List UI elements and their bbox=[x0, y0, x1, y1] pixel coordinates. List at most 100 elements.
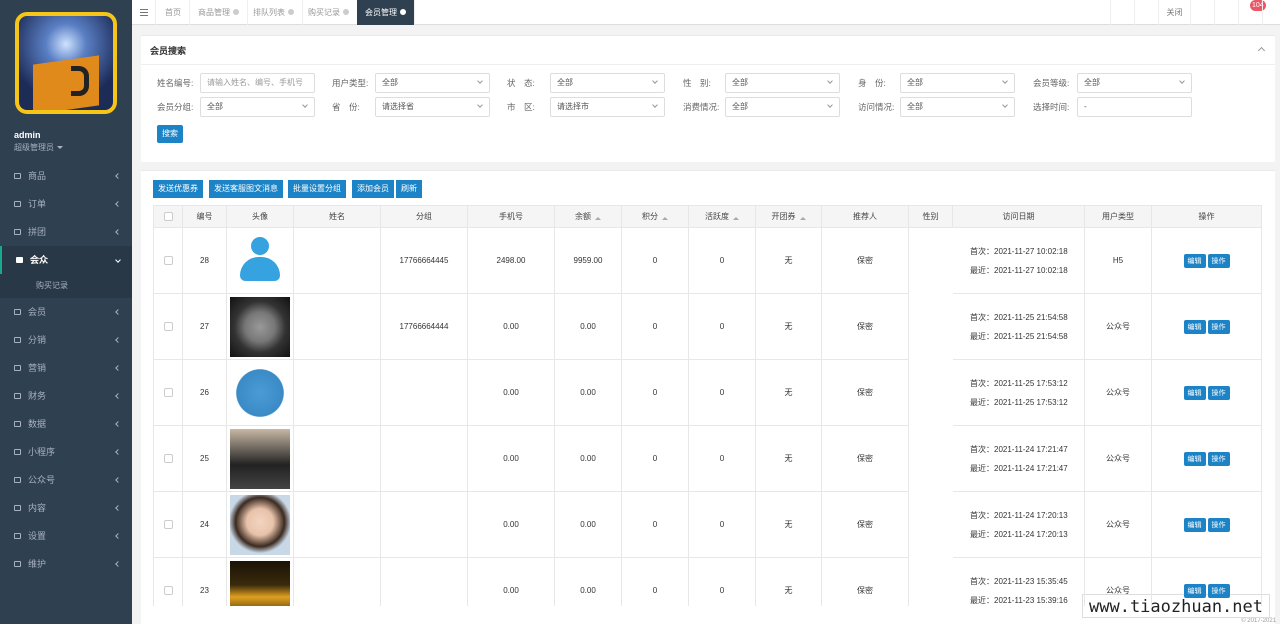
field-input[interactable]: 全部 bbox=[900, 73, 1015, 93]
field-input[interactable]: 请选择省 bbox=[375, 97, 490, 117]
field-input[interactable]: 请选择市 bbox=[550, 97, 665, 117]
cell: 25 bbox=[183, 426, 227, 492]
checkbox[interactable] bbox=[163, 388, 173, 397]
toolbar-button[interactable]: 刷新 bbox=[396, 180, 423, 198]
menu-item[interactable]: 会众 bbox=[0, 246, 132, 274]
field-input[interactable]: 全部 bbox=[200, 97, 315, 117]
role-text: 超级管理员 bbox=[14, 143, 54, 152]
menu-label: 内容 bbox=[28, 503, 47, 513]
menu-toggle[interactable] bbox=[132, 0, 156, 25]
search-button[interactable]: 搜索 bbox=[157, 125, 183, 143]
sort-icon[interactable] bbox=[662, 214, 668, 220]
field-input[interactable]: 请输入姓名、编号、手机号 bbox=[200, 73, 315, 93]
row-action[interactable]: 操作 bbox=[1207, 319, 1230, 334]
more[interactable] bbox=[1262, 0, 1280, 25]
menu-item[interactable]: 商品 bbox=[0, 162, 132, 190]
cell: 26 bbox=[183, 360, 227, 426]
menu-item[interactable]: 数据 bbox=[0, 410, 132, 438]
tab-close-menu[interactable]: 关闭 bbox=[1158, 0, 1190, 25]
cell: 编辑 操作 bbox=[1152, 492, 1262, 558]
checkbox[interactable] bbox=[163, 520, 173, 529]
tab-close[interactable] bbox=[288, 9, 294, 15]
sort-icon[interactable] bbox=[595, 214, 601, 220]
tab-close[interactable] bbox=[233, 9, 239, 15]
cell: 无 bbox=[756, 228, 822, 294]
toolbar-button[interactable]: 添加会员 bbox=[352, 180, 395, 198]
first-visit: 首次：2021-11-25 17:53:12 bbox=[970, 378, 1068, 388]
sort-icon[interactable] bbox=[799, 214, 806, 220]
field-input[interactable]: 全部 bbox=[725, 73, 840, 93]
header-label: 编号 bbox=[196, 212, 213, 221]
field-input[interactable]: 全部 bbox=[900, 97, 1015, 117]
cell-text: 0 bbox=[719, 388, 725, 397]
submenu-item[interactable]: 购买记录 bbox=[36, 281, 68, 290]
row-action[interactable]: 编辑 bbox=[1183, 451, 1206, 466]
field-input[interactable]: - bbox=[1077, 97, 1192, 117]
field-input[interactable]: 全部 bbox=[375, 73, 490, 93]
notifications[interactable]: 104 bbox=[1238, 0, 1266, 25]
reload[interactable] bbox=[1214, 0, 1238, 25]
row-action[interactable]: 操作 bbox=[1207, 253, 1230, 268]
row-action[interactable]: 操作 bbox=[1207, 451, 1230, 466]
menu-label: 公众号 bbox=[28, 475, 56, 485]
checkbox[interactable] bbox=[163, 212, 173, 221]
header-cell: 用户类型 bbox=[1085, 205, 1152, 228]
tab-close[interactable] bbox=[343, 9, 349, 15]
row-action[interactable]: 编辑 bbox=[1183, 517, 1206, 532]
menu-icon bbox=[14, 365, 21, 371]
tab-close[interactable] bbox=[400, 9, 406, 15]
row-action[interactable]: 编辑 bbox=[1183, 583, 1206, 598]
checkbox[interactable] bbox=[163, 322, 173, 331]
menu-item[interactable]: 内容 bbox=[0, 494, 132, 522]
tab-next[interactable] bbox=[1134, 0, 1158, 25]
menu-item[interactable]: 设置 bbox=[0, 522, 132, 550]
field-label: 性 别: bbox=[683, 78, 711, 88]
menu-item[interactable]: 公众号 bbox=[0, 466, 132, 494]
back[interactable] bbox=[1190, 0, 1214, 25]
menu-item[interactable]: 维护 bbox=[0, 550, 132, 578]
avatar-body bbox=[240, 256, 280, 281]
menu-icon bbox=[14, 421, 21, 427]
field-input[interactable]: 全部 bbox=[550, 73, 665, 93]
menu-item[interactable]: 分销 bbox=[0, 326, 132, 354]
menu-item[interactable]: 订单 bbox=[0, 190, 132, 218]
row-action[interactable]: 编辑 bbox=[1183, 385, 1206, 400]
menu-item[interactable]: 财务 bbox=[0, 382, 132, 410]
cell: 编辑 操作 bbox=[1152, 294, 1262, 360]
menu-item[interactable]: 会员 bbox=[0, 298, 132, 326]
cell-text: 2498.00 bbox=[496, 256, 526, 265]
menu-item[interactable]: 营销 bbox=[0, 354, 132, 382]
tab[interactable]: 会员管理 bbox=[357, 0, 415, 25]
tab-prev[interactable] bbox=[1110, 0, 1134, 25]
cell: 公众号 bbox=[1085, 294, 1152, 360]
field-input[interactable]: 全部 bbox=[1077, 73, 1192, 93]
tab[interactable]: 排队列表 bbox=[245, 0, 303, 25]
row-action[interactable]: 操作 bbox=[1207, 385, 1230, 400]
sort-icon[interactable] bbox=[733, 214, 739, 220]
toolbar-button[interactable]: 批量设置分组 bbox=[288, 180, 347, 198]
tab[interactable]: 首页 bbox=[157, 0, 190, 25]
checkbox[interactable] bbox=[163, 256, 173, 265]
menu-item[interactable]: 小程序 bbox=[0, 438, 132, 466]
row-action[interactable]: 操作 bbox=[1207, 517, 1230, 532]
checkbox[interactable] bbox=[163, 454, 173, 463]
footer: © 2017-2021 bbox=[1241, 618, 1276, 624]
tab[interactable]: 商品管理 bbox=[190, 0, 248, 25]
field-input[interactable]: 全部 bbox=[725, 97, 840, 117]
cell: 保密 bbox=[822, 426, 909, 492]
row-action[interactable]: 编辑 bbox=[1183, 253, 1206, 268]
row-action[interactable]: 编辑 bbox=[1183, 319, 1206, 334]
toolbar-button[interactable]: 发送客服图文消息 bbox=[209, 180, 284, 198]
checkbox[interactable] bbox=[163, 586, 173, 595]
row-action[interactable]: 操作 bbox=[1207, 583, 1230, 598]
toolbar-button[interactable]: 发送优惠券 bbox=[153, 180, 204, 198]
user-role[interactable]: 超级管理员 bbox=[14, 142, 63, 153]
cell-text: 0.00 bbox=[503, 454, 519, 463]
menu-item[interactable]: 拼团 bbox=[0, 218, 132, 246]
cell-text: 公众号 bbox=[1106, 322, 1130, 331]
cell-text: 0 bbox=[652, 586, 658, 595]
cell: 27 bbox=[183, 294, 227, 360]
cell-text: 保密 bbox=[857, 322, 873, 331]
header-label: 推荐人 bbox=[853, 212, 877, 221]
header-label: 访问日期 bbox=[1002, 212, 1035, 221]
